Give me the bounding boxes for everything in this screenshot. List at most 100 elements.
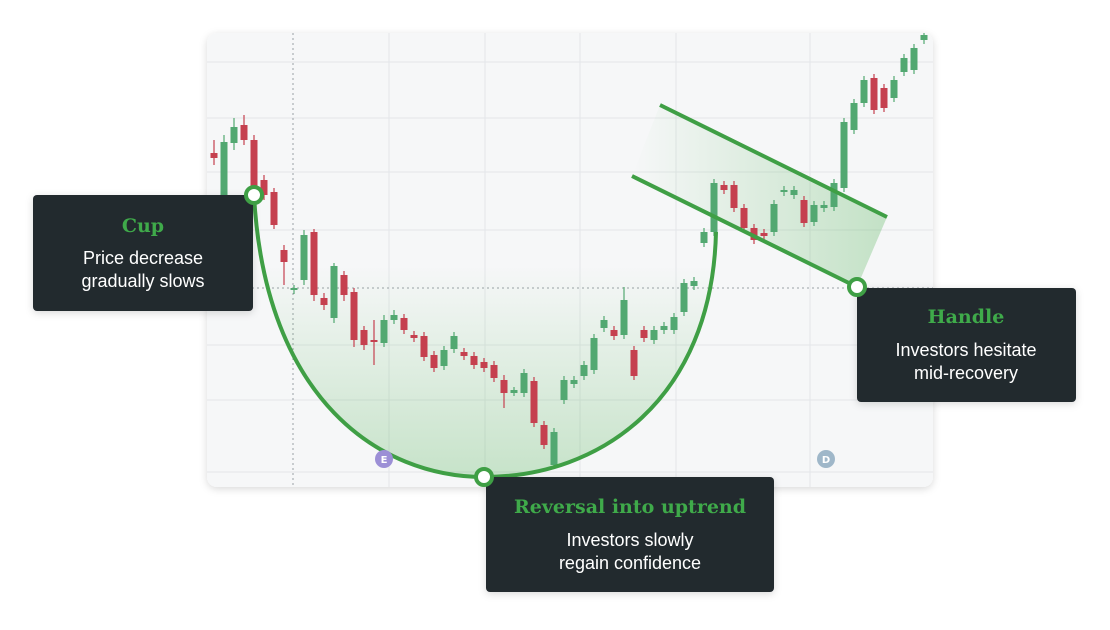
candle-body bbox=[640, 330, 648, 338]
cup-shade bbox=[254, 195, 716, 477]
handle-upper-line bbox=[659, 103, 888, 219]
candle-body bbox=[720, 185, 728, 190]
marker-badge bbox=[375, 450, 393, 468]
callout: Handle Investors hesitate mid-recovery bbox=[857, 288, 1076, 402]
candle-body bbox=[880, 88, 888, 108]
callout-text: Investors slowly bbox=[566, 530, 693, 550]
markers: E D bbox=[375, 450, 835, 468]
candle-body bbox=[560, 380, 568, 400]
candle-body bbox=[520, 373, 528, 393]
callout-box bbox=[486, 477, 774, 592]
candle-body bbox=[900, 58, 908, 72]
candle-body bbox=[510, 390, 518, 393]
candle-body bbox=[360, 330, 368, 345]
callout-text: mid-recovery bbox=[914, 363, 1018, 383]
candle-body bbox=[420, 336, 428, 357]
callout-text: Price decrease bbox=[83, 248, 203, 268]
candle-body bbox=[860, 80, 868, 103]
candle-body bbox=[210, 153, 218, 158]
candle-body bbox=[320, 298, 328, 305]
candle-body bbox=[840, 122, 848, 188]
candle-body bbox=[630, 350, 638, 376]
candle-body bbox=[810, 205, 818, 222]
handle-lower-line bbox=[631, 174, 858, 289]
candle-body bbox=[850, 103, 858, 130]
candle-body bbox=[250, 140, 258, 190]
candle-body bbox=[760, 233, 768, 236]
pivot-point bbox=[847, 277, 867, 297]
candle-body bbox=[820, 205, 828, 208]
marker-label: D bbox=[822, 455, 830, 466]
candle-body bbox=[700, 232, 708, 243]
candle-body bbox=[340, 275, 348, 295]
candle-body bbox=[550, 432, 558, 465]
candle-body bbox=[530, 381, 538, 423]
candle-body bbox=[500, 380, 508, 393]
candle-body bbox=[300, 235, 308, 280]
candle-body bbox=[480, 362, 488, 368]
callout-text: Investors hesitate bbox=[895, 340, 1036, 360]
callout-title: Handle bbox=[928, 306, 1005, 328]
candle-body bbox=[410, 335, 418, 338]
candle-body bbox=[240, 125, 248, 140]
candle-body bbox=[680, 283, 688, 312]
candle-body bbox=[460, 352, 468, 356]
candle-body bbox=[440, 350, 448, 366]
candle-body bbox=[690, 281, 698, 286]
candle-body bbox=[610, 330, 618, 336]
callout-box bbox=[857, 288, 1076, 402]
candle-body bbox=[770, 204, 778, 232]
callout-text: gradually slows bbox=[81, 271, 204, 291]
candle-body bbox=[450, 336, 458, 349]
candle-body bbox=[870, 78, 878, 110]
candle-body bbox=[540, 425, 548, 445]
marker-label: E bbox=[381, 455, 388, 466]
candle-body bbox=[910, 48, 918, 70]
candle-body bbox=[290, 288, 298, 290]
callout-title: Cup bbox=[122, 215, 164, 237]
callout-box bbox=[33, 195, 253, 311]
candles bbox=[210, 33, 928, 469]
marker-badge bbox=[817, 450, 835, 468]
pivot-point bbox=[474, 467, 494, 487]
candle-body bbox=[230, 127, 238, 143]
candle-body bbox=[270, 192, 278, 225]
candle-body bbox=[710, 183, 718, 232]
candle-body bbox=[220, 142, 228, 195]
candle-body bbox=[790, 190, 798, 195]
callout-title: Reversal into uptrend bbox=[514, 496, 746, 518]
callout: Cup Price decrease gradually slows bbox=[33, 195, 253, 311]
candle-body bbox=[430, 355, 438, 368]
candle-body bbox=[780, 190, 788, 192]
candle-body bbox=[730, 185, 738, 208]
candle-body bbox=[660, 326, 668, 330]
candle-body bbox=[580, 365, 588, 376]
candle-body bbox=[350, 292, 358, 340]
pivot-point bbox=[244, 185, 264, 205]
candle-body bbox=[590, 338, 598, 370]
callout: Reversal into uptrend Investors slowly r… bbox=[486, 477, 774, 592]
candle-body bbox=[380, 320, 388, 343]
candle-body bbox=[670, 317, 678, 330]
candle-body bbox=[390, 315, 398, 320]
candle-body bbox=[570, 380, 578, 384]
candle-body bbox=[740, 208, 748, 228]
candle-body bbox=[920, 35, 928, 40]
candle-body bbox=[620, 300, 628, 335]
candle-body bbox=[490, 365, 498, 378]
candle-body bbox=[310, 232, 318, 295]
candle-body bbox=[800, 200, 808, 223]
candle-body bbox=[280, 250, 288, 262]
candle-body bbox=[260, 180, 268, 195]
candle-body bbox=[650, 330, 658, 340]
candle-body bbox=[470, 356, 478, 365]
callout-text: regain confidence bbox=[559, 553, 701, 573]
pivot-points bbox=[244, 185, 867, 487]
candle-body bbox=[330, 266, 338, 318]
candle-body bbox=[830, 183, 838, 207]
handle-shade bbox=[632, 105, 887, 287]
candle-body bbox=[370, 340, 378, 342]
candle-body bbox=[600, 320, 608, 328]
candle-body bbox=[890, 80, 898, 98]
